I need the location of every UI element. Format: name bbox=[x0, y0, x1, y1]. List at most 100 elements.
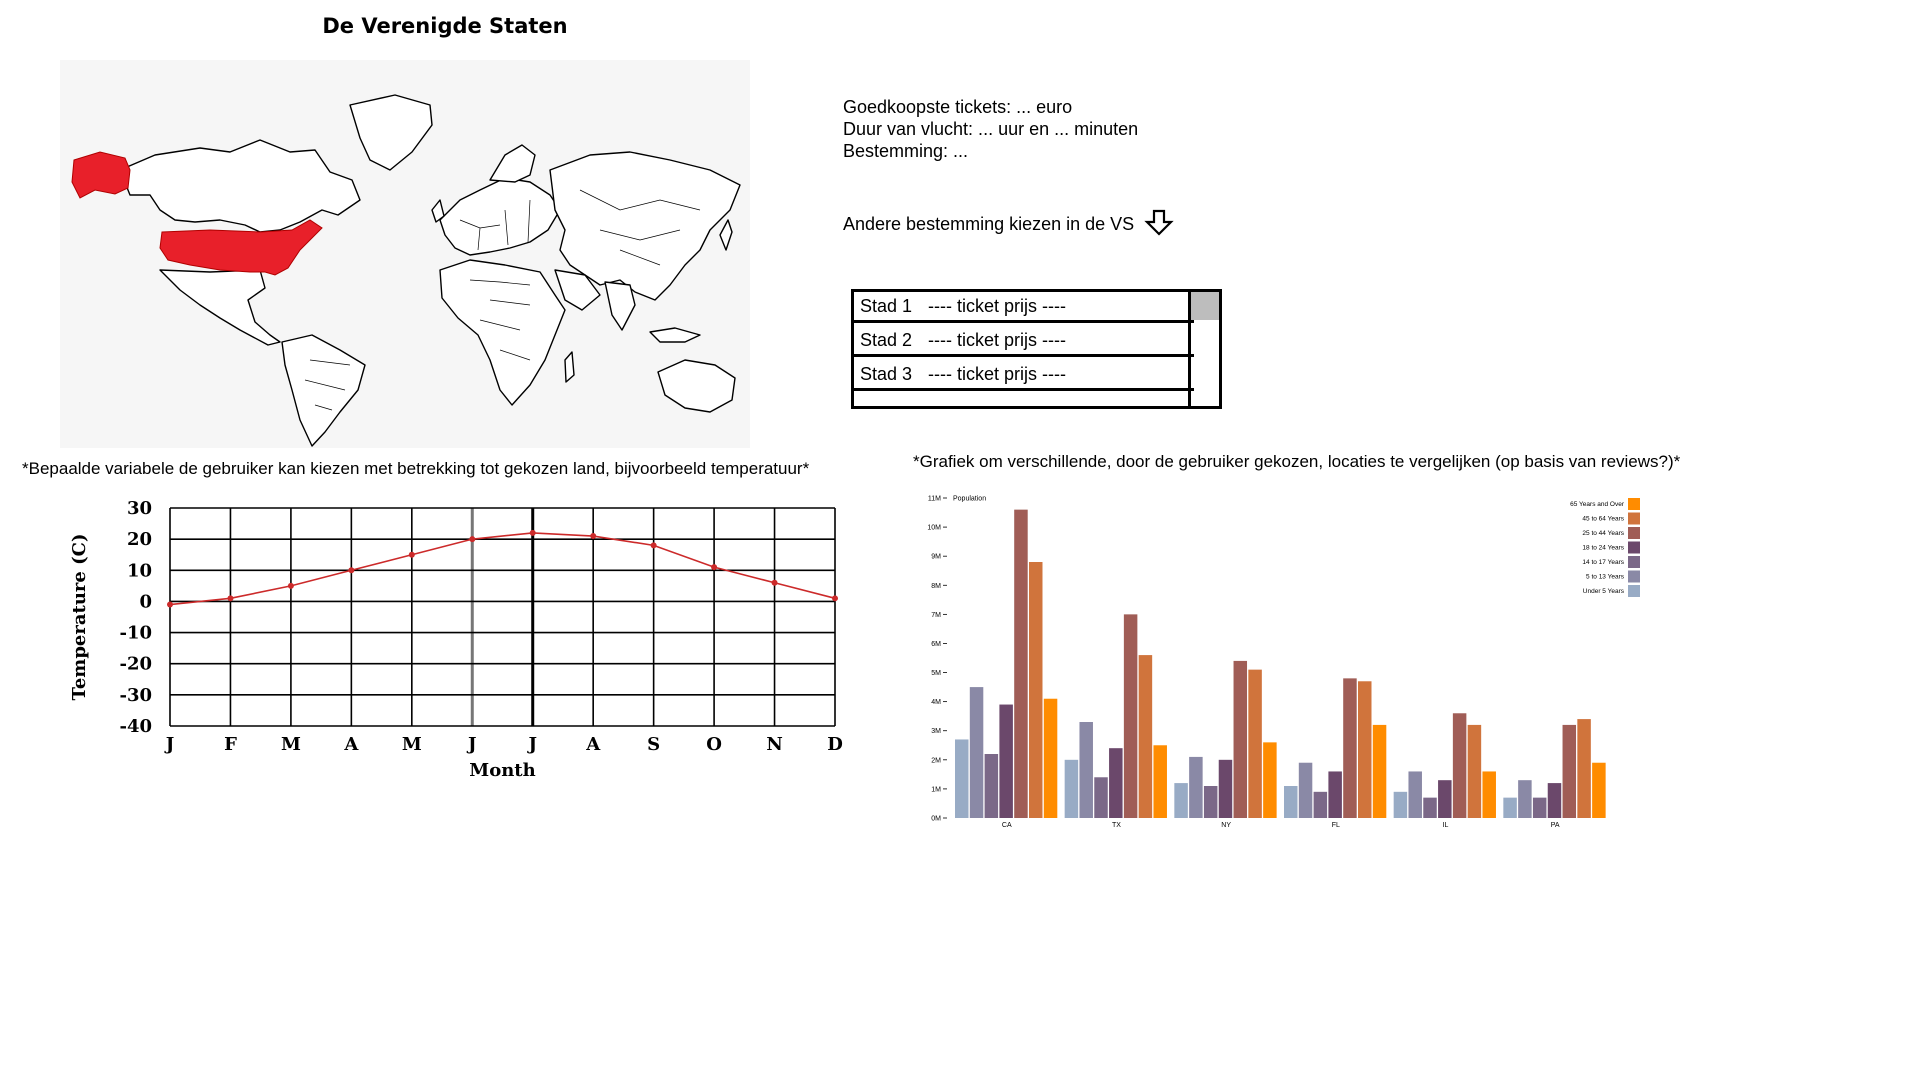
pop-bar bbox=[1189, 756, 1203, 818]
temp-xlabel: Month bbox=[469, 760, 535, 781]
flight-duration-text: Duur van vlucht: ... uur en ... minuten bbox=[843, 119, 1139, 139]
pop-bar bbox=[1043, 698, 1058, 818]
temp-grid bbox=[169, 507, 836, 727]
pop-ytick-label: 7M bbox=[931, 612, 941, 619]
arrow-down-icon[interactable] bbox=[1144, 207, 1174, 242]
city-name: Stad 3 bbox=[860, 363, 913, 384]
pop-legend-swatch bbox=[1628, 512, 1640, 525]
temp-ytick-label: -40 bbox=[119, 716, 152, 737]
pop-xtick-label: CA bbox=[1002, 822, 1012, 828]
pop-bar bbox=[1562, 724, 1577, 818]
world-map[interactable] bbox=[60, 60, 750, 448]
japan-shape bbox=[719, 219, 733, 251]
pop-bar bbox=[1577, 719, 1591, 818]
south-america-shape bbox=[281, 334, 366, 447]
pop-bar bbox=[984, 754, 999, 818]
pop-legend-label: 18 to 24 Years bbox=[1582, 545, 1624, 552]
pop-chart-title: Population bbox=[953, 496, 986, 503]
pop-bar bbox=[1094, 777, 1108, 818]
pop-ytick-label: 11M bbox=[928, 496, 941, 503]
pop-bar bbox=[1284, 786, 1298, 818]
pop-legend-label: 45 to 64 Years bbox=[1582, 516, 1624, 523]
pop-bar bbox=[1358, 681, 1372, 818]
world-map-svg bbox=[71, 94, 741, 447]
pop-ytick-label: 10M bbox=[927, 525, 941, 532]
temp-data-point bbox=[348, 567, 355, 574]
arabia-shape bbox=[554, 269, 601, 311]
pop-legend-swatch bbox=[1628, 585, 1640, 597]
temp-xtick-label: M bbox=[281, 734, 301, 755]
pop-ytick-label: 6M bbox=[931, 641, 941, 648]
temp-data-point bbox=[408, 551, 415, 558]
pop-ytick-label: 9M bbox=[931, 554, 941, 561]
temp-ytick-label: -30 bbox=[119, 685, 152, 706]
pop-bar bbox=[1547, 783, 1562, 818]
pop-bar bbox=[1438, 780, 1452, 818]
pop-bar bbox=[1014, 509, 1028, 818]
pop-xtick-label: NY bbox=[1221, 822, 1231, 828]
temp-data-point bbox=[287, 582, 294, 589]
choose-destination[interactable]: Andere bestemming kiezen in de VS bbox=[843, 207, 1174, 242]
city-name: Stad 2 bbox=[860, 329, 913, 350]
pop-bar bbox=[1029, 562, 1043, 818]
pop-legend-label: 65 Years and Over bbox=[1570, 501, 1625, 508]
choose-destination-label: Andere bestemming kiezen in de VS bbox=[843, 214, 1135, 234]
temp-xtick-label: J bbox=[466, 734, 477, 755]
pop-legend-swatch bbox=[1628, 556, 1640, 568]
temp-data-point bbox=[590, 533, 597, 540]
temp-data-point bbox=[469, 536, 476, 543]
pop-bar bbox=[1138, 655, 1153, 818]
temp-ytick-label: 0 bbox=[139, 591, 152, 612]
scrollbar-thumb[interactable] bbox=[1191, 292, 1219, 320]
mexico-shape bbox=[159, 269, 281, 346]
pop-ytick-label: 2M bbox=[931, 757, 941, 764]
pop-legend-label: 5 to 13 Years bbox=[1586, 574, 1625, 581]
africa-shape bbox=[439, 259, 566, 406]
pop-xtick-label: PA bbox=[1551, 822, 1560, 828]
temp-data-point bbox=[771, 579, 778, 586]
pop-legend-label: 14 to 17 Years bbox=[1582, 559, 1624, 566]
temp-ytick-label: -10 bbox=[119, 623, 152, 644]
temp-data-point bbox=[227, 595, 234, 602]
city-list[interactable]: Stad 1 ---- ticket prijs ---- Stad 2 ---… bbox=[851, 289, 1222, 409]
pop-bar bbox=[1248, 669, 1262, 818]
pop-bar bbox=[1532, 797, 1547, 818]
pop-ytick-label: 1M bbox=[931, 786, 941, 793]
pop-legend-label: 25 to 44 Years bbox=[1582, 530, 1624, 537]
city-row[interactable]: Stad 3 ---- ticket prijs ---- bbox=[854, 360, 1194, 391]
city-list-scrollbar[interactable] bbox=[1188, 292, 1219, 406]
city-row[interactable]: Stad 2 ---- ticket prijs ---- bbox=[854, 326, 1194, 357]
city-price: ---- ticket prijs ---- bbox=[928, 295, 1066, 316]
pop-bar bbox=[1503, 797, 1517, 818]
pop-bar bbox=[1298, 762, 1313, 818]
pop-bar bbox=[1328, 771, 1342, 818]
city-row[interactable]: Stad 1 ---- ticket prijs ---- bbox=[854, 292, 1194, 323]
temp-ytick-label: 10 bbox=[127, 560, 152, 581]
pop-ytick-label: 8M bbox=[931, 583, 941, 590]
temp-data-point bbox=[832, 595, 838, 602]
pop-legend-swatch bbox=[1628, 541, 1640, 554]
pop-bar bbox=[1518, 780, 1532, 818]
pop-bar bbox=[1174, 783, 1188, 818]
city-price: ---- ticket prijs ---- bbox=[928, 329, 1066, 350]
pop-bar bbox=[1467, 724, 1482, 818]
pop-bar bbox=[999, 704, 1013, 818]
pop-bar bbox=[1218, 759, 1233, 818]
pop-xtick-label: FL bbox=[1332, 822, 1340, 828]
temp-ytick-label: 20 bbox=[127, 529, 152, 550]
temperature-note: *Bepaalde variabele de gebruiker kan kie… bbox=[22, 459, 810, 478]
temp-xtick-label: S bbox=[647, 734, 660, 755]
pop-bar bbox=[1203, 786, 1218, 818]
india-shape bbox=[604, 281, 636, 331]
canada-shape bbox=[119, 139, 361, 233]
scandinavia-shape bbox=[489, 144, 536, 183]
population-chart: 0M 1M 2M 3M 4M 5M 6M 7M 8M 9M 10M 11M Population CA TX… bbox=[927, 496, 1640, 828]
flight-info: Goedkoopste tickets: ... euro Duur van v… bbox=[843, 96, 1138, 162]
asia-shape bbox=[549, 151, 741, 301]
temp-data-point bbox=[167, 601, 173, 608]
pop-legend-swatch bbox=[1628, 570, 1640, 583]
pop-bar bbox=[1233, 660, 1248, 818]
pop-legend-swatch bbox=[1628, 527, 1640, 539]
pop-bar bbox=[1079, 722, 1093, 818]
pop-bar bbox=[1064, 759, 1079, 818]
